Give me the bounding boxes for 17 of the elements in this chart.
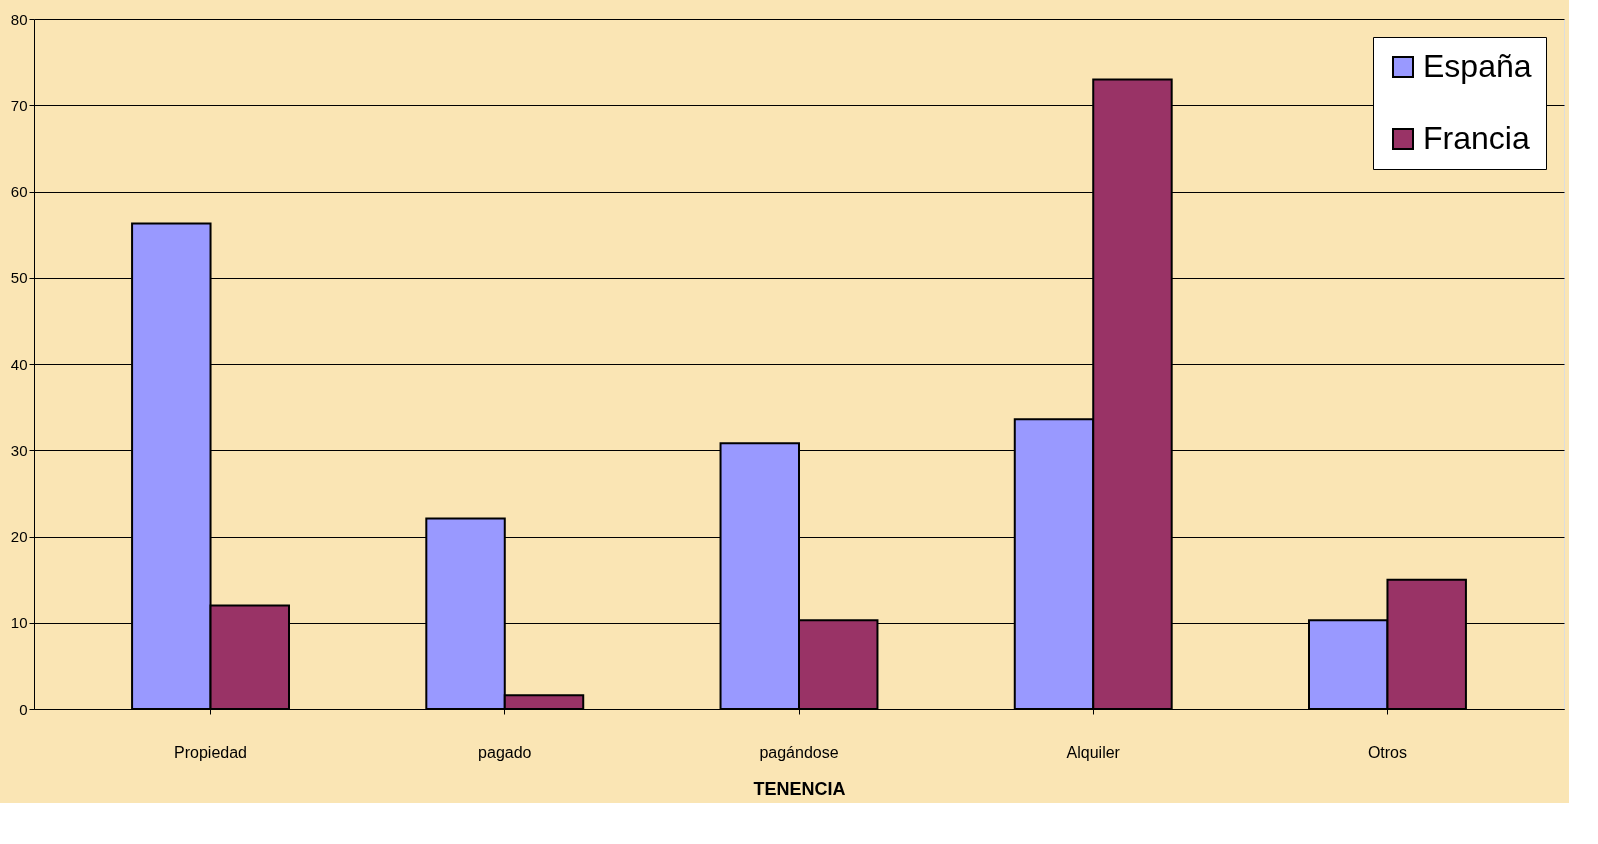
y-tick-label: 10 [10, 614, 28, 632]
x-axis-title: TENENCIA [753, 778, 846, 799]
legend-label: Francia [1423, 120, 1530, 156]
y-tick-label: 30 [10, 441, 28, 459]
x-tick-label: pagado [478, 743, 532, 761]
y-tick-label: 80 [10, 10, 28, 28]
y-tick-label: 0 [19, 700, 28, 718]
y-tick-label: 50 [10, 269, 28, 287]
y-tick-label: 70 [10, 96, 28, 114]
y-tick-label: 60 [10, 183, 28, 200]
legend-label: España [1423, 48, 1532, 84]
x-tick-label: Propiedad [174, 743, 248, 761]
y-tick-label: 20 [10, 528, 28, 545]
x-tick-label: Otros [1367, 743, 1408, 761]
x-tick-label: pagándose [759, 743, 839, 761]
x-tick-label: Alquiler [1066, 743, 1121, 761]
y-tick-label: 40 [10, 355, 28, 373]
